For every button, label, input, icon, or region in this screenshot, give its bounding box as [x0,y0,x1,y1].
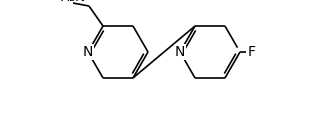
Text: N: N [83,45,93,59]
Text: F: F [248,45,256,59]
Text: N: N [175,45,185,59]
Text: H₂N: H₂N [60,0,86,4]
